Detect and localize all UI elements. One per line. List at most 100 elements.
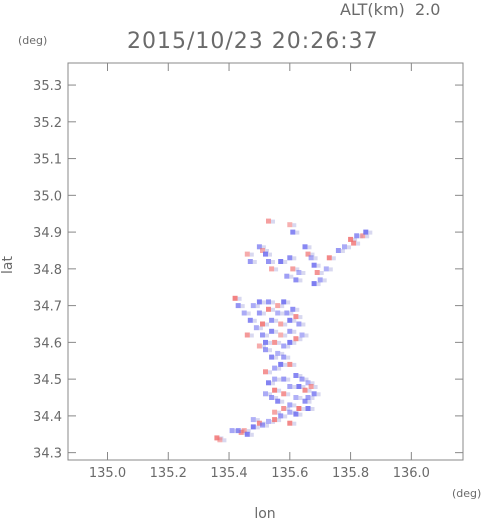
data-point-halo xyxy=(265,249,269,253)
data-point-halo xyxy=(292,329,297,334)
data-point-halo xyxy=(280,399,285,404)
y-tick-label: 34.4 xyxy=(33,410,62,425)
data-point xyxy=(296,406,302,411)
data-point xyxy=(241,310,247,316)
data-point xyxy=(305,251,311,257)
data-point xyxy=(287,328,293,334)
x-axis-label: lon xyxy=(254,506,275,521)
data-point-halo xyxy=(301,271,306,275)
data-point-halo xyxy=(295,267,300,272)
data-point xyxy=(281,299,287,305)
y-tick-label: 34.6 xyxy=(33,336,62,351)
data-point-halo xyxy=(328,267,333,272)
data-point-halo xyxy=(271,219,275,224)
data-point-halo xyxy=(222,438,227,443)
data-point xyxy=(287,317,293,323)
data-point-halo xyxy=(261,245,266,250)
data-point xyxy=(281,391,287,397)
data-point xyxy=(293,395,299,400)
data-point xyxy=(238,429,244,435)
data-point xyxy=(348,236,354,242)
data-point xyxy=(250,417,256,423)
data-point-halo xyxy=(265,423,269,428)
data-point-halo xyxy=(249,432,254,437)
data-point xyxy=(217,437,223,443)
data-point xyxy=(281,354,287,360)
data-point-halo xyxy=(274,329,279,334)
data-point xyxy=(272,409,278,415)
data-point xyxy=(293,336,299,342)
data-point xyxy=(250,424,256,430)
x-unit-label: (deg) xyxy=(452,487,481,500)
data-point xyxy=(235,428,241,434)
data-point-halo xyxy=(289,311,294,316)
data-point-halo xyxy=(252,260,257,264)
data-point-halo xyxy=(295,230,300,235)
data-marks xyxy=(214,218,373,443)
data-point-halo xyxy=(277,418,282,423)
data-point-halo xyxy=(322,278,327,283)
data-point-halo xyxy=(298,396,303,400)
data-point-halo xyxy=(280,351,285,356)
data-point xyxy=(235,303,241,309)
x-tick-label: 135.4 xyxy=(210,466,247,481)
data-point xyxy=(269,266,275,272)
y-unit-label: (deg) xyxy=(18,34,47,47)
data-point xyxy=(354,233,360,239)
data-point-halo xyxy=(298,278,303,283)
data-point-halo xyxy=(255,425,260,430)
data-point-halo xyxy=(280,311,285,316)
data-point-halo xyxy=(283,322,288,327)
data-point xyxy=(293,373,299,378)
data-point xyxy=(323,266,329,272)
data-point xyxy=(269,328,275,334)
data-point-halo xyxy=(307,399,312,404)
data-point xyxy=(260,332,265,338)
data-point xyxy=(263,391,268,397)
data-point xyxy=(284,273,290,279)
data-point xyxy=(266,418,271,424)
data-point-halo xyxy=(286,407,291,411)
data-point xyxy=(360,233,366,239)
x-tick-label: 135.6 xyxy=(271,466,308,481)
data-point xyxy=(275,398,281,404)
data-point-halo xyxy=(283,260,288,264)
data-point-halo xyxy=(313,385,318,389)
data-point-halo xyxy=(313,256,318,261)
data-point xyxy=(278,321,284,327)
altitude-label: ALT(km) 2.0 xyxy=(340,0,440,19)
data-point xyxy=(311,391,317,397)
data-point xyxy=(269,395,275,400)
data-point xyxy=(305,395,311,400)
data-point-halo xyxy=(280,304,285,309)
data-point-halo xyxy=(261,300,266,305)
data-point xyxy=(256,310,262,316)
data-point-halo xyxy=(365,234,370,239)
data-point-halo xyxy=(316,263,321,268)
data-point-halo xyxy=(268,252,272,257)
data-point-halo xyxy=(261,344,266,349)
data-point xyxy=(290,229,296,235)
data-point xyxy=(287,361,293,367)
data-point-halo xyxy=(277,410,282,415)
data-point xyxy=(244,431,250,437)
data-point xyxy=(317,277,323,283)
data-point xyxy=(299,332,305,338)
chart-timestamp: 2015/10/23 20:26:37 xyxy=(127,29,379,54)
data-point xyxy=(299,376,305,382)
data-point-halo xyxy=(292,223,297,228)
data-point-halo xyxy=(283,362,288,367)
data-point-halo xyxy=(298,337,303,342)
data-point xyxy=(256,244,262,250)
data-point-halo xyxy=(298,374,303,378)
data-point-halo xyxy=(310,381,315,386)
data-point-halo xyxy=(277,340,282,345)
data-point-halo xyxy=(298,412,303,417)
data-point xyxy=(363,229,369,235)
data-point xyxy=(305,380,311,386)
data-point-halo xyxy=(307,245,312,250)
y-tick-label: 35.0 xyxy=(33,189,62,204)
data-point xyxy=(266,380,271,386)
data-point xyxy=(278,332,284,338)
